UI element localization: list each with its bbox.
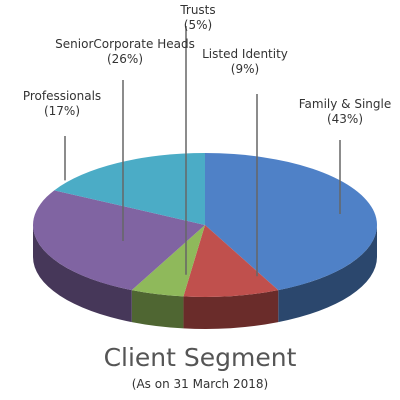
slice-label: Trusts (5%) [179, 3, 215, 32]
slice [183, 225, 279, 297]
category-name: Professionals [23, 89, 101, 103]
pie [33, 153, 377, 329]
slice-side [33, 225, 132, 323]
slice-label: Family & Single (43%) [299, 97, 392, 126]
chart-subtitle: (As on 31 March 2018) [132, 377, 268, 391]
chart-title: Client Segment [104, 343, 297, 372]
value-label: (26%) [107, 52, 143, 66]
slice-label: SeniorCorporate Heads (26%) [55, 37, 195, 66]
slice-side [278, 225, 377, 323]
slice-label: Professionals (17%) [23, 89, 101, 118]
category-name: Family & Single [299, 97, 392, 111]
slice [33, 190, 206, 291]
category-name: Trusts [179, 3, 215, 17]
slice-label: Listed Identity (9%) [202, 47, 288, 76]
value-label: (17%) [44, 104, 80, 118]
slice [205, 153, 377, 291]
value-label: (5%) [184, 18, 212, 32]
slice-side [183, 290, 279, 329]
slice [54, 153, 205, 225]
category-name: Listed Identity [202, 47, 288, 61]
value-label: (43%) [327, 112, 363, 126]
category-name: SeniorCorporate Heads [55, 37, 195, 51]
slice-side [131, 290, 184, 329]
labels: Family & Single (43%) Listed Identity (9%) T… [23, 3, 392, 277]
value-label: (9%) [231, 62, 259, 76]
